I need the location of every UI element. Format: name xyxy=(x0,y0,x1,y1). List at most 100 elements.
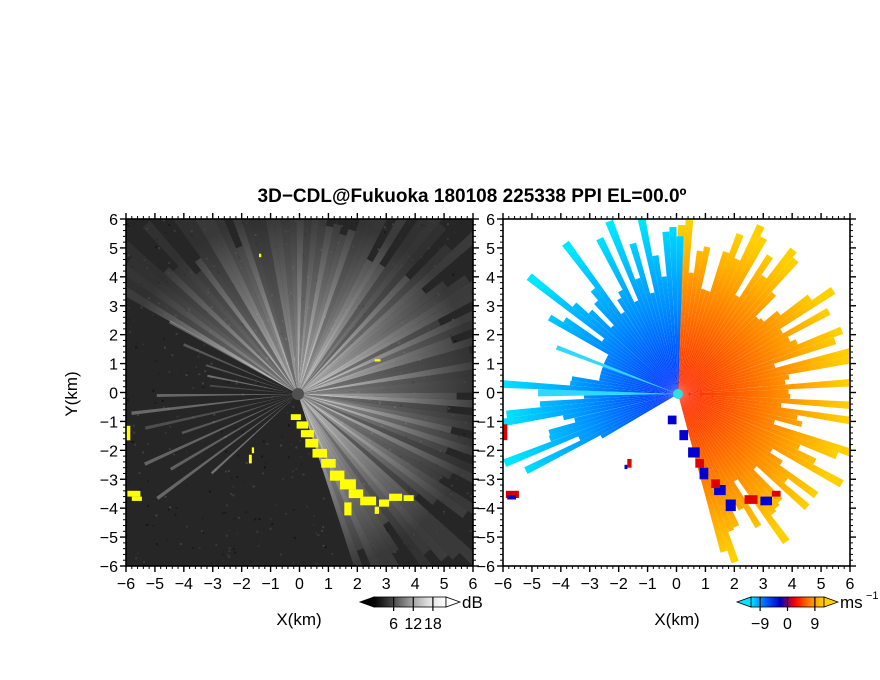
reflectivity-flag-pixel xyxy=(251,447,255,454)
velocity-beam-negative xyxy=(599,374,678,394)
reflectivity-ytick-label: −5 xyxy=(100,530,118,547)
reflectivity-noise-pixel xyxy=(266,442,269,445)
reflectivity-beam xyxy=(300,244,452,392)
reflectivity-xlabel: X(km) xyxy=(276,610,321,629)
reflectivity-beam xyxy=(273,219,298,390)
reflectivity-noise-pixel xyxy=(166,403,169,405)
reflectivity-noise-pixel xyxy=(448,407,451,410)
reflectivity-beam xyxy=(169,396,295,471)
reflectivity-noise-pixel xyxy=(226,504,228,507)
velocity-xtick-label: 1 xyxy=(701,576,710,593)
velocity-beam-positive xyxy=(678,254,773,394)
reflectivity-flag-pixel xyxy=(344,502,352,516)
reflectivity-beam xyxy=(301,396,443,482)
reflectivity-noise-pixel xyxy=(198,373,201,376)
velocity-beam-negative xyxy=(662,231,678,394)
velocity-beam-positive xyxy=(678,326,844,394)
reflectivity-noise-pixel xyxy=(228,550,231,553)
velocity-beam-negative xyxy=(503,380,678,394)
reflectivity-noise-pixel xyxy=(395,365,398,368)
reflectivity-noise-pixel xyxy=(257,545,260,547)
reflectivity-noise-pixel xyxy=(213,413,216,416)
velocity-beam-positive xyxy=(678,394,798,421)
reflectivity-xtick-label: −4 xyxy=(175,576,193,593)
reflectivity-noise-pixel xyxy=(186,451,188,453)
reflectivity-noise-pixel xyxy=(254,381,257,384)
reflectivity-noise-pixel xyxy=(197,422,200,425)
reflectivity-noise-pixel xyxy=(153,315,156,318)
reflectivity-noise-pixel xyxy=(197,355,200,358)
reflectivity-flags xyxy=(126,253,414,516)
reflectivity-noise-pixel xyxy=(249,560,252,563)
reflectivity-noise-pixel xyxy=(236,532,239,535)
velocity-beam-negative xyxy=(548,394,678,442)
reflectivity-noise-pixel xyxy=(440,476,443,479)
velocity-flag-pixel xyxy=(744,495,758,504)
reflectivity-noise-pixel xyxy=(313,515,316,517)
radar-site-marker xyxy=(292,388,304,400)
reflectivity-noise-pixel xyxy=(230,492,232,495)
reflectivity-noise-pixel xyxy=(143,427,146,430)
reflectivity-beam xyxy=(196,270,296,391)
reflectivity-noise-pixel xyxy=(165,539,168,542)
reflectivity-noise-pixel xyxy=(269,517,272,520)
reflectivity-beam xyxy=(300,396,460,560)
reflectivity-beam xyxy=(265,219,298,391)
reflectivity-beam xyxy=(298,223,342,391)
reflectivity-noise-pixel xyxy=(135,557,138,560)
reflectivity-noise-pixel xyxy=(314,516,317,518)
reflectivity-xtick-label: −5 xyxy=(146,576,164,593)
reflectivity-beam xyxy=(300,230,473,392)
reflectivity-xtick-label: −1 xyxy=(261,576,279,593)
reflectivity-noise-pixel xyxy=(234,427,237,430)
velocity-beam-positive xyxy=(678,287,836,394)
reflectivity-noise-pixel xyxy=(264,466,266,469)
velocity-beam-positive xyxy=(678,378,850,394)
reflectivity-beam xyxy=(301,292,473,393)
velocity-flag-pixel xyxy=(507,495,516,500)
reflectivity-noise-pixel xyxy=(142,451,145,454)
reflectivity-noise-pixel xyxy=(168,526,171,529)
reflectivity-beam xyxy=(300,263,385,391)
reflectivity-beam xyxy=(300,219,443,391)
reflectivity-xtick-label: 1 xyxy=(324,576,333,593)
reflectivity-noise-pixel xyxy=(443,510,445,513)
reflectivity-noise-pixel xyxy=(464,230,467,233)
radar-site-marker xyxy=(673,389,683,399)
reflectivity-beam xyxy=(302,377,473,394)
reflectivity-ytick-label: −3 xyxy=(100,472,118,489)
velocity-beam-negative xyxy=(538,389,678,397)
reflectivity-ytick-label: −6 xyxy=(100,559,118,576)
reflectivity-noise-pixel xyxy=(446,238,449,240)
reflectivity-noise-pixel xyxy=(152,389,155,392)
reflectivity-beam xyxy=(173,266,296,392)
reflectivity-beam xyxy=(301,395,473,484)
reflectivity-beam xyxy=(301,396,419,499)
reflectivity-noise-pixel xyxy=(453,530,456,533)
reflectivity-xtick-label: 3 xyxy=(382,576,391,593)
reflectivity-noise-pixel xyxy=(167,508,170,511)
reflectivity-noise-pixel xyxy=(445,451,448,454)
velocity-ytick-label: 1 xyxy=(486,357,495,374)
reflectivity-colorbar-bar xyxy=(373,596,447,608)
reflectivity-noise-pixel xyxy=(129,219,132,222)
reflectivity-noise-pixel xyxy=(199,453,202,456)
reflectivity-flag-pixel xyxy=(248,454,252,464)
reflectivity-noise-pixel xyxy=(377,248,380,251)
reflectivity-noise-pixel xyxy=(292,508,295,511)
reflectivity-beam xyxy=(300,275,411,392)
reflectivity-beam xyxy=(214,219,297,391)
reflectivity-flag-pixel xyxy=(360,496,377,506)
reflectivity-noise-pixel xyxy=(136,551,139,554)
reflectivity-noise-pixel xyxy=(469,529,472,532)
velocity-beam-negative xyxy=(603,360,678,394)
reflectivity-noise-pixel xyxy=(128,307,130,310)
reflectivity-beam xyxy=(298,219,328,391)
velocity-beam-positive xyxy=(678,224,765,394)
velocity-beam-positive xyxy=(678,233,744,394)
reflectivity-noise-pixel xyxy=(132,320,135,323)
reflectivity-xtick-label: 6 xyxy=(469,576,478,593)
velocity-beam-negative xyxy=(605,219,678,394)
reflectivity-noise-pixel xyxy=(322,545,325,547)
reflectivity-noise-pixel xyxy=(221,512,224,515)
